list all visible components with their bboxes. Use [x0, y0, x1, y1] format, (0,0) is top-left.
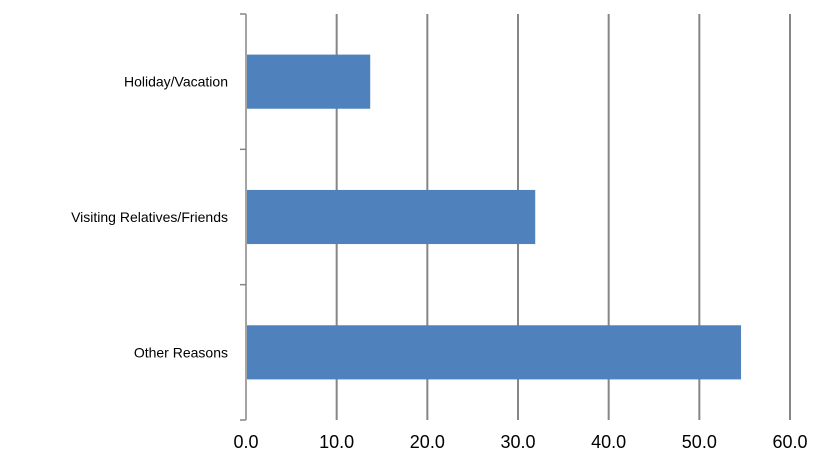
category-label: Visiting Relatives/Friends	[71, 209, 228, 225]
bar	[247, 325, 742, 380]
x-tick-label: 30.0	[500, 432, 535, 452]
x-tick-label: 50.0	[682, 432, 717, 452]
x-tick-label: 20.0	[410, 432, 445, 452]
category-label: Holiday/Vacation	[124, 74, 228, 90]
x-tick-label: 40.0	[591, 432, 626, 452]
x-tick-label: 60.0	[772, 432, 807, 452]
bar	[247, 54, 371, 109]
axes	[240, 13, 247, 421]
bars	[247, 54, 742, 380]
bar	[247, 189, 536, 245]
x-tick-label: 10.0	[319, 432, 354, 452]
labels: 0.0 10.0 20.0 30.0 40.0 50.0 60.0 Holiday/Vacat…	[71, 74, 807, 452]
category-label: Other Reasons	[134, 344, 228, 360]
x-tick-label: 0.0	[233, 432, 258, 452]
